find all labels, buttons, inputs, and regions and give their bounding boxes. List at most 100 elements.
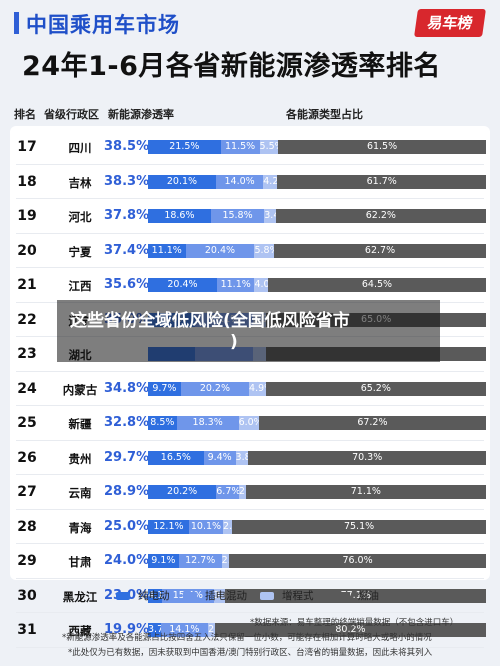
penetration-rate: 19.9%	[104, 622, 150, 638]
bar-segment-fuel: 67.2%	[258, 416, 486, 431]
penetration-rate: 37.4%	[104, 242, 150, 258]
bar-segment-bev: 9.1%	[148, 554, 179, 569]
bar-segment-phev: 12.7%	[178, 554, 222, 569]
row-divider	[16, 163, 484, 165]
legend-label-phev: 插电混动	[205, 590, 247, 602]
rank-label: 27	[17, 484, 37, 501]
legend-item-bev: 纯电动	[116, 588, 170, 603]
province-label: 四川	[68, 141, 92, 156]
rank-label: 28	[17, 518, 37, 535]
bar-segment-fuel: 64.5%	[267, 278, 486, 293]
row-divider	[16, 405, 484, 406]
bar-segment-fuel: 77.1%	[225, 588, 486, 603]
bar-segment-erev: 4.9%	[249, 381, 274, 396]
table-row: 21 江西 35.6% 20.4% 11.1% 4.0% 64.5%	[10, 268, 490, 303]
table-row: 27 云南 28.9%20.2%6.7%2.0%71.1%	[10, 475, 490, 510]
bar-segment-erev: 5.8%	[254, 243, 279, 258]
column-header-rank: 排名	[14, 108, 36, 121]
bar-segment-phev: 9.4%	[203, 450, 236, 465]
province-label: 河北	[68, 210, 92, 225]
row-divider	[16, 543, 484, 544]
legend-item-erev: 增程式	[260, 588, 314, 603]
legend-swatch-bev	[116, 592, 130, 600]
rank-label: 18	[17, 173, 37, 190]
bar-segment-fuel: 75.1%	[232, 519, 486, 534]
bar-segment-bev: 12.1%	[148, 519, 189, 534]
brand-accent-bar	[14, 12, 19, 34]
note-scope: *此处仅为已有数据，因未获取到中国香港/澳门特别行政区、台湾省的销量数据，因此未…	[68, 648, 433, 658]
bar-segment-phev: 20.4%	[185, 243, 255, 258]
row-divider	[16, 612, 484, 613]
table-row: 28 青海 25.0%12.1%10.1%2.7%75.1%	[10, 510, 490, 544]
table-row: 17 四川 38.5% 21.5% 11.5% 5.5% 61.5%	[10, 130, 490, 165]
bar-segment-bev: 16.5%	[148, 450, 204, 465]
brand-name: 中国乘用车市场	[26, 13, 180, 37]
bar-segment-fuel: 80.2%	[214, 623, 486, 638]
province-label: 宁夏	[68, 244, 92, 259]
bar-segment-fuel: 70.3%	[248, 450, 486, 465]
legend-label-fuel: 燃油	[358, 590, 379, 602]
note-rounding: *新能源渗透率及各能源占比按四舍五入法只保留一位小数，可能存在相加计算时略大或略…	[62, 633, 432, 643]
bar-segment-bev: 20.1%	[148, 174, 216, 189]
bar-segment-erev: 2.2%	[221, 554, 246, 569]
bar-segment-erev: 2.7%	[223, 519, 247, 534]
province-label: 贵州	[68, 451, 92, 466]
row-divider	[16, 198, 484, 199]
rank-label: 29	[17, 553, 37, 570]
row-divider	[16, 577, 484, 579]
chart-title: 24年1-6月各省新能源渗透率排名	[22, 51, 441, 82]
table-row: 25 新疆 32.8% 8.5% 18.3% 6.0% 67.2%	[10, 406, 490, 441]
rank-label: 25	[17, 415, 37, 432]
bar-segment-erev: 2.0%	[238, 485, 263, 500]
column-header-rate: 新能源渗透率	[108, 108, 174, 121]
row-divider	[16, 267, 484, 268]
bar-segment-fuel: 65.2%	[265, 381, 486, 396]
table-row: 30黑龙江23.0%4.1%15.4%3.4%77.1%	[10, 579, 490, 613]
bar-segment-phev: 15.8%	[210, 209, 265, 224]
legend-label-erev: 增程式	[282, 590, 314, 602]
penetration-rate: 28.9%	[104, 484, 150, 500]
row-divider	[16, 474, 484, 475]
province-label: 黑龙江	[62, 589, 98, 604]
bar-segment-fuel: 61.7%	[277, 174, 486, 189]
province-label: 西藏	[68, 624, 92, 639]
rank-label: 21	[17, 277, 37, 294]
province-label: 江西	[68, 279, 92, 294]
bar-segment-bev: 11.1%	[148, 243, 186, 258]
bar-segment-fuel: 62.7%	[274, 243, 486, 258]
yiche-logo: 易车榜	[414, 9, 486, 37]
bar-segment-phev: 14.1%	[160, 623, 209, 638]
rank-label: 30	[17, 587, 37, 604]
bar-segment-bev: 20.4%	[148, 278, 217, 293]
bar-segment-phev: 11.5%	[220, 140, 260, 155]
column-header-province: 省级行政区	[44, 108, 99, 121]
penetration-rate: 29.7%	[104, 449, 150, 465]
penetration-rate: 32.8%	[104, 415, 150, 431]
caption-line-2: )	[230, 332, 238, 352]
bar-segment-bev: 8.5%	[148, 416, 177, 431]
bar-segment-bev: 20.2%	[148, 485, 217, 500]
bar-segment-phev: 6.7%	[216, 485, 241, 500]
bar-segment-bev: 3.7%	[148, 623, 172, 638]
bar-segment-phev: 10.1%	[188, 519, 224, 534]
bar-segment-erev: 4.0%	[254, 278, 279, 293]
bar-segment-erev: 6.0%	[238, 416, 263, 431]
bar-segment-phev: 18.3%	[176, 416, 239, 431]
province-label: 新疆	[68, 417, 92, 432]
row-divider	[16, 439, 484, 441]
rank-label: 19	[17, 208, 37, 225]
bar-segment-bev: 4.1%	[148, 588, 173, 603]
bar-segment-erev: 4.2%	[263, 174, 288, 189]
province-label: 青海	[68, 520, 92, 535]
bar-segment-erev: 3.8%	[235, 450, 260, 465]
legend-item-phev: 插电混动	[183, 588, 247, 603]
bar-segment-bev: 21.5%	[148, 140, 221, 155]
legend-swatch-fuel	[336, 592, 350, 600]
row-divider	[16, 370, 484, 372]
bar-segment-fuel: 71.1%	[245, 485, 486, 500]
penetration-rate: 37.8%	[104, 208, 150, 224]
legend-swatch-phev	[183, 592, 197, 600]
penetration-rate: 38.3%	[104, 173, 150, 189]
bar-segment-fuel: 61.5%	[278, 140, 486, 155]
rank-label: 23	[17, 346, 37, 363]
